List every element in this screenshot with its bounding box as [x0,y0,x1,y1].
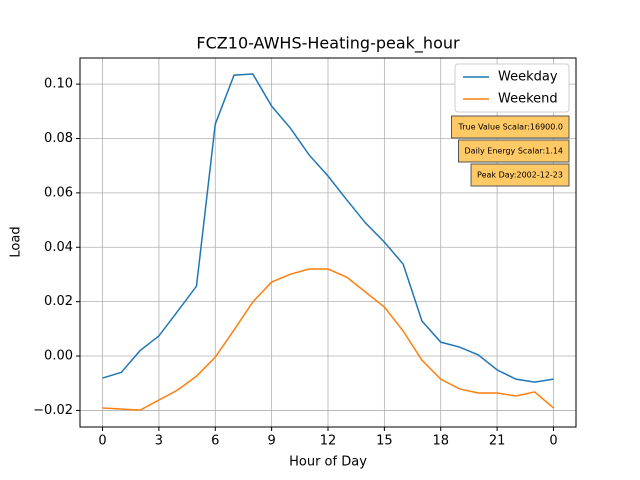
annotation: Daily Energy Scalar:1.14 [458,139,570,163]
x-tick-label: 15 [376,434,393,449]
y-tick-label: 0.02 [44,294,73,309]
x-axis-label: Hour of Day [289,455,367,470]
x-tick-label: 3 [155,434,163,449]
annotation: True Value Scalar:16900.0 [451,115,570,139]
data-line [102,73,554,383]
x-tick-label: 0 [549,434,557,449]
y-tick-label: −0.02 [33,403,73,418]
plot-frame [79,57,577,428]
x-tick-label: 21 [489,434,506,449]
x-tick-label: 12 [320,434,337,449]
x-tick-label: 18 [432,434,449,449]
y-tick-label: 0.06 [44,185,73,200]
annotation-text: Daily Energy Scalar:1.14 [465,147,564,156]
y-axis-label: Load [9,226,24,257]
annotation-box [470,163,570,187]
y-tick-label: 0.00 [44,349,73,364]
legend: Weekday Weekend [454,63,570,113]
legend-box [454,63,570,113]
annotation-text: True Value Scalar:16900.0 [458,123,563,132]
x-tick-label: 0 [98,434,106,449]
legend-label: Weekend [498,92,558,107]
annotation-text: Peak Day:2002-12-23 [477,171,563,180]
y-tick-label: 0.08 [44,131,73,146]
y-tick-label: 0.04 [44,240,73,255]
annotation: Peak Day:2002-12-23 [470,163,570,187]
annotation-box [458,139,570,163]
x-tick-label: 6 [211,434,219,449]
legend-label: Weekday [498,70,558,85]
y-tick-label: 0.10 [44,77,73,92]
data-line [102,268,554,411]
annotation-box [451,115,570,139]
x-tick-label: 9 [267,434,275,449]
chart-title: FCZ10-AWHS-Heating-peak_hour [196,34,460,54]
